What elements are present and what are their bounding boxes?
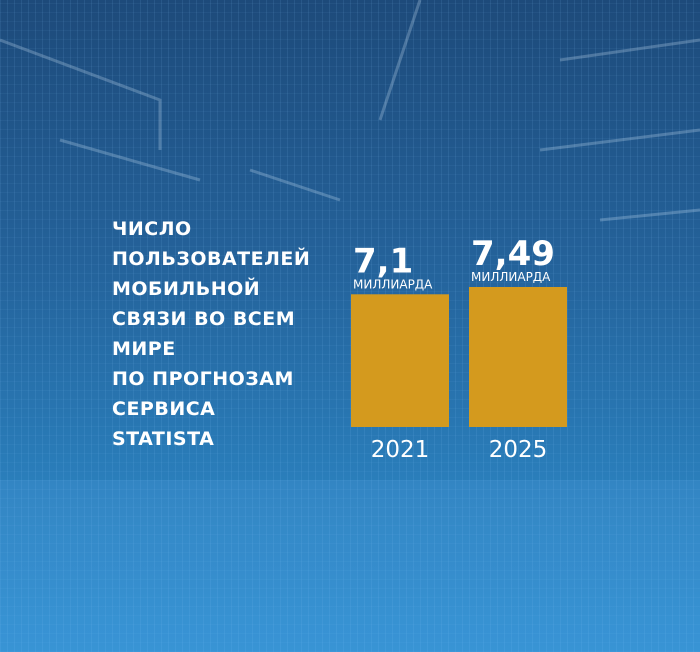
value-label: 7,1 (353, 241, 413, 281)
title-line: МОБИЛЬНОЙ (112, 277, 260, 300)
x-tick-label: 2021 (371, 437, 430, 463)
title-line: ПОЛЬЗОВАТЕЛЕЙ (112, 247, 310, 270)
unit-label: МИЛЛИАРДА (353, 277, 433, 291)
title-line: СЕРВИСА (112, 398, 215, 420)
title-line: МИРЕ (112, 338, 176, 360)
unit-label: МИЛЛИАРДА (471, 270, 551, 284)
title-line: ЧИСЛО (112, 218, 192, 240)
title-line: STATISTA (112, 428, 214, 450)
value-label: 7,49 (471, 234, 555, 274)
bar (351, 294, 449, 427)
title-line: СВЯЗИ ВО ВСЕМ (112, 308, 295, 330)
bar (469, 287, 567, 427)
x-tick-label: 2025 (489, 437, 548, 463)
title-line: ПО ПРОГНОЗАМ (112, 368, 294, 390)
